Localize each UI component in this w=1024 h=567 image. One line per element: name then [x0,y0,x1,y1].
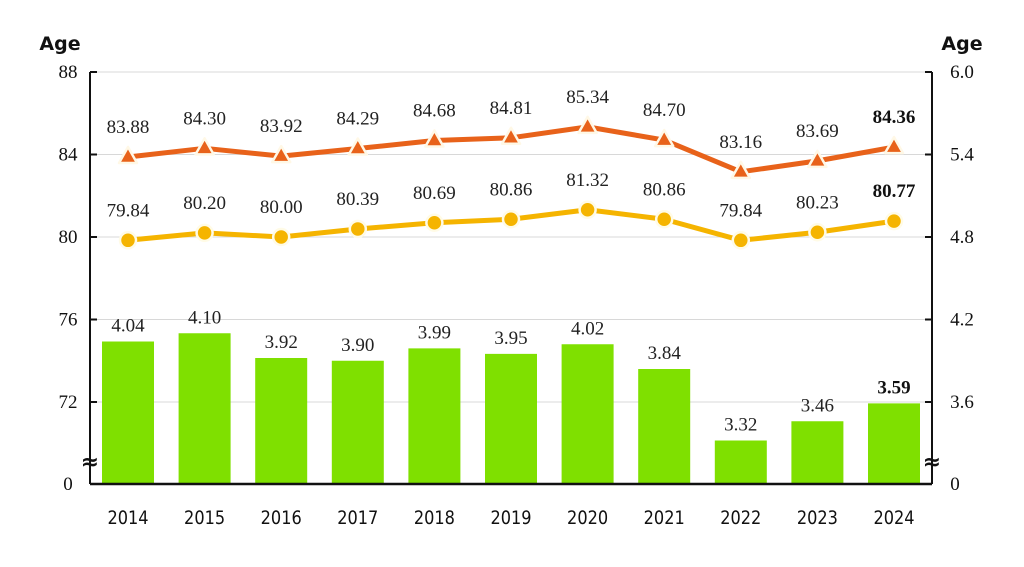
bar [102,341,154,484]
bar-value-label: 3.84 [648,343,682,364]
bar [255,358,308,484]
bar-value-label: 3.99 [418,322,451,343]
bar [178,333,231,484]
x-tick-label: 2014 [107,508,148,530]
line-value-label: 85.34 [566,87,609,108]
line-value-label: 84.36 [873,107,916,128]
bar [714,440,767,484]
bar [561,344,614,484]
bar-value-label: 4.10 [188,307,221,328]
left-tick-label: 76 [59,310,78,331]
x-tick-label: 2023 [797,508,838,530]
left-tick-label: 0 [63,474,73,495]
bar-value-label: 3.95 [494,328,527,349]
triangle-marker [653,128,675,148]
circle-marker [731,231,751,250]
circle-marker [195,223,214,243]
triangle-marker [117,145,139,165]
bar [408,348,461,484]
line-value-label: 84.81 [490,98,533,119]
circle-marker [654,210,674,229]
x-tick-label: 2018 [414,508,455,530]
axes: 88 84 80 76 72 0 6.0 5.4 4.8 4.2 3.6 0 ≈ ≈2014 2015 201… [59,62,975,529]
circle-marker [578,200,597,220]
right-axis-title: Age [941,33,982,55]
right-tick-label: 0 [950,474,960,495]
x-tick-label: 2024 [873,508,914,530]
line-value-label: 83.92 [260,116,303,137]
triangle-marker [807,149,828,169]
x-tick-label: 2021 [644,508,685,530]
left-axis-break-icon: ≈ [81,450,99,475]
bar [485,353,537,484]
circle-marker [884,211,904,231]
line-value-label: 80.23 [796,192,839,213]
bar-value-label: 4.04 [111,316,145,337]
circle-marker [501,210,521,229]
line-value-label: 83.69 [796,121,839,142]
triangle-marker [194,137,215,156]
circle-marker [808,223,827,242]
right-tick-label: 6.0 [950,62,974,83]
circle-marker [425,213,444,233]
left-axis-title: Age [39,33,80,55]
bar [331,360,384,484]
circle-marker [118,231,138,250]
left-tick-label: 84 [59,145,79,166]
line-value-label: 83.88 [107,117,150,138]
bar-series [102,333,920,484]
bar [868,403,920,484]
right-tick-label: 3.6 [950,392,974,413]
line-value-label: 80.39 [336,189,379,210]
x-tick-label: 2019 [490,508,531,530]
line-value-label: 81.32 [566,170,609,191]
data-labels: 4.04 4.10 3.92 3.90 3.99 3.95 4.02 3.84 3.32 3.46… [107,87,916,436]
left-tick-label: 72 [59,392,78,413]
line-value-label: 80.69 [413,183,456,204]
bar-value-label: 4.02 [571,318,604,339]
line-value-label: 79.84 [107,200,150,221]
x-tick-label: 2017 [337,508,378,530]
triangle-marker [730,160,752,180]
bar-value-label: 3.46 [801,395,834,416]
circle-marker [348,219,368,239]
triangle-marker [424,129,445,148]
left-tick-label: 88 [59,62,78,83]
triangle-marker [500,126,522,146]
x-tick-label: 2015 [184,508,225,530]
line-value-label: 80.86 [643,179,686,200]
x-tick-label: 2022 [720,508,761,530]
circle-marker [271,227,291,247]
line-value-label: 80.00 [260,197,303,218]
triangle-marker [883,135,905,155]
line-value-label: 84.68 [413,100,456,121]
line-value-label: 83.16 [719,132,762,153]
triangle-marker [347,137,369,156]
right-tick-label: 4.8 [950,227,974,248]
line-value-label: 84.30 [183,108,226,129]
bar-value-label: 3.59 [877,377,910,398]
bar [638,369,691,484]
line-series [117,115,905,250]
bar-value-label: 3.92 [265,332,298,353]
bar-value-label: 3.32 [724,415,757,436]
triangle-marker [270,144,292,164]
line-value-label: 80.20 [183,193,226,214]
line-value-label: 84.70 [643,100,686,121]
triangle-marker [577,115,598,135]
x-tick-label: 2016 [261,508,302,530]
bar-value-label: 3.90 [341,335,374,356]
line-value-label: 80.86 [490,179,533,200]
bar [791,421,844,484]
x-tick-label: 2020 [567,508,608,530]
right-tick-label: 5.4 [950,145,974,166]
left-tick-label: 80 [59,227,78,248]
right-axis-break-icon: ≈ [923,450,941,475]
line-value-label: 84.29 [336,109,379,130]
right-tick-label: 4.2 [950,310,974,331]
line-value-label: 79.84 [719,200,762,221]
line-value-label: 80.77 [873,181,916,202]
